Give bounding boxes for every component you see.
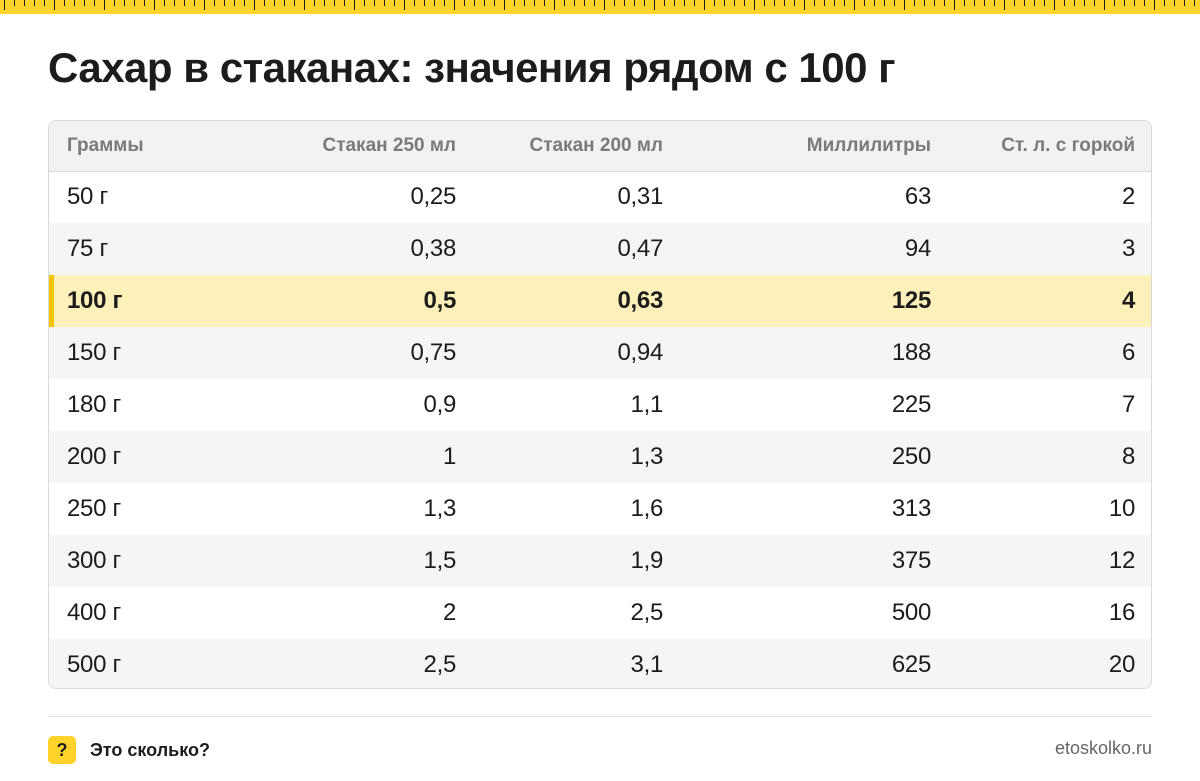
site-url: etoskolko.ru <box>1054 738 1152 758</box>
table-cell: 10 <box>1108 495 1135 522</box>
table-cell: 0,9 <box>423 391 457 418</box>
table-cell: 313 <box>891 495 931 522</box>
table-cell: 0,94 <box>617 339 663 366</box>
footer-divider <box>48 716 1152 717</box>
table-cell: 6 <box>1121 339 1135 366</box>
table-cell: 0,47 <box>617 235 663 262</box>
table-row: 200 г 1 1,3 250 8 <box>49 431 1151 483</box>
table-row: 250 г 1,3 1,6 313 10 <box>49 483 1151 535</box>
table-cell: 1,3 <box>423 495 457 522</box>
header-glass-250: Стакан 250 мл <box>322 134 456 156</box>
conversion-table-card: Граммы Стакан 250 мл Стакан 200 мл Милли… <box>48 120 1152 689</box>
table-cell: 7 <box>1121 391 1135 418</box>
conversion-table: Граммы Стакан 250 мл Стакан 200 мл Милли… <box>49 121 1151 688</box>
table-cell: 0,38 <box>410 235 456 262</box>
table-cell: 8 <box>1121 443 1135 470</box>
table-cell: 75 г <box>67 235 108 262</box>
table-cell: 188 <box>891 339 931 366</box>
table-header-row: Граммы Стакан 250 мл Стакан 200 мл Милли… <box>49 121 1151 171</box>
table-row: 150 г 0,75 0,94 188 6 <box>49 327 1151 379</box>
table-cell: 250 г <box>67 495 121 522</box>
table-cell: 0,63 <box>617 287 663 314</box>
question-mark-icon: ? <box>48 736 76 764</box>
table-cell: 20 <box>1108 651 1135 678</box>
table-row: 180 г 0,9 1,1 225 7 <box>49 379 1151 431</box>
table-cell: 50 г <box>67 183 108 211</box>
header-milliliters: Миллилитры <box>806 134 931 156</box>
table-cell: 200 г <box>67 443 121 470</box>
table-cell: 4 <box>1121 287 1135 314</box>
table-cell: 1,3 <box>630 443 664 470</box>
table-cell: 0,75 <box>410 339 456 366</box>
ruler-major-ticks <box>0 0 1200 10</box>
table-cell: 0,5 <box>423 287 457 314</box>
table-cell: 400 г <box>67 599 121 626</box>
table-cell: 1,5 <box>423 547 457 574</box>
table-cell: 1,9 <box>630 547 664 574</box>
page-title: Сахар в стаканах: значения рядом с 100 г <box>48 44 896 91</box>
table-cell: 300 г <box>67 547 121 574</box>
table-cell: 500 г <box>67 651 121 678</box>
table-row: 50 г 0,25 0,31 63 2 <box>49 171 1151 223</box>
header-grams: Граммы <box>67 134 144 156</box>
table-cell: 2 <box>442 599 456 626</box>
table-cell: 625 <box>891 651 931 678</box>
brand-name: Это сколько? <box>90 739 210 760</box>
table-cell: 1,1 <box>630 391 664 418</box>
table-cell: 94 <box>904 235 931 262</box>
table-body: 50 г 0,25 0,31 63 2 75 г 0,38 0,47 94 3 100 г 0,5 0,… <box>49 171 1151 688</box>
header-glass-200: Стакан 200 мл <box>529 134 663 156</box>
table-cell: 0,31 <box>617 183 663 211</box>
table-cell: 3 <box>1121 235 1135 262</box>
table-row: 100 г 0,5 0,63 125 4 <box>49 275 1151 327</box>
table-cell: 1 <box>442 443 456 470</box>
table-cell: 2,5 <box>423 651 457 678</box>
table-cell: 2 <box>1121 183 1135 211</box>
table-cell: 125 <box>891 287 931 314</box>
table-cell: 225 <box>891 391 931 418</box>
header-tablespoons: Ст. л. с горкой <box>1001 134 1135 156</box>
table-cell: 2,5 <box>630 599 664 626</box>
brand: ? Это сколько? <box>48 736 210 764</box>
table-cell: 63 <box>904 183 931 211</box>
table-cell: 100 г <box>49 275 254 327</box>
ruler-decoration <box>0 0 1200 14</box>
table-cell: 180 г <box>67 391 121 418</box>
table-cell: 1,6 <box>630 495 664 522</box>
table-cell: 16 <box>1108 599 1135 626</box>
table-row: 400 г 2 2,5 500 16 <box>49 587 1151 639</box>
table-cell: 150 г <box>67 339 121 366</box>
table-cell: 3,1 <box>630 651 664 678</box>
table-cell: 12 <box>1108 547 1135 574</box>
table-cell: 0,25 <box>410 183 456 211</box>
table-cell: 375 <box>891 547 931 574</box>
table-row: 75 г 0,38 0,47 94 3 <box>49 223 1151 275</box>
table-row: 500 г 2,5 3,1 625 20 <box>49 639 1151 688</box>
table-cell: 500 <box>891 599 931 626</box>
table-row: 300 г 1,5 1,9 375 12 <box>49 535 1151 587</box>
table-cell: 250 <box>891 443 931 470</box>
